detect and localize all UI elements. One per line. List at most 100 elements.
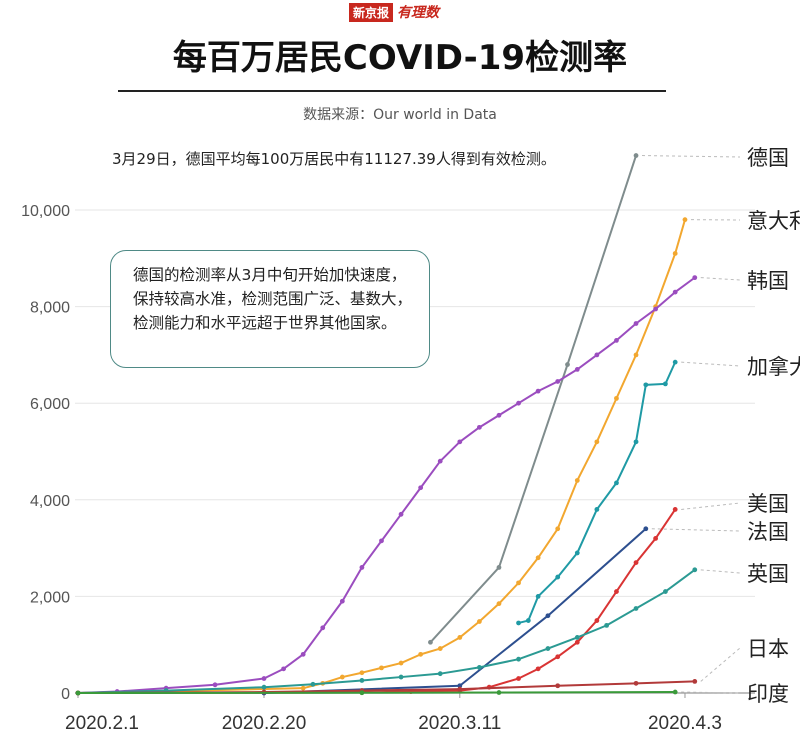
data-point-india xyxy=(75,690,81,696)
series-line-uk xyxy=(77,569,696,694)
data-point-france xyxy=(643,526,649,532)
data-point-italy xyxy=(457,635,463,640)
data-point-japan xyxy=(555,683,561,689)
data-point-germany xyxy=(496,565,502,570)
data-point-korea xyxy=(320,625,326,631)
data-point-usa xyxy=(574,639,580,645)
data-point-canada xyxy=(663,381,668,387)
data-point-korea xyxy=(457,439,463,445)
data-point-canada xyxy=(643,382,649,388)
data-point-italy xyxy=(496,601,502,607)
data-point-korea xyxy=(437,458,443,464)
leader-line xyxy=(700,277,741,281)
series-line-india xyxy=(77,691,676,694)
data-point-korea xyxy=(692,275,698,281)
data-point-uk xyxy=(398,674,404,680)
leader-line xyxy=(700,647,741,682)
data-point-uk xyxy=(516,656,521,662)
data-point-india xyxy=(359,690,365,696)
data-point-italy xyxy=(300,685,306,691)
germany-annotation: 3月29日，德国平均每100万居民中有11127.39人得到有效检测。 xyxy=(112,150,556,168)
series-line-canada xyxy=(518,361,677,624)
data-point-india xyxy=(672,689,678,695)
data-point-italy xyxy=(398,660,404,666)
data-point-uk xyxy=(359,678,365,683)
leader-line xyxy=(642,155,741,158)
series-line-france xyxy=(263,528,647,694)
series-label-uk: 英国 xyxy=(747,562,789,586)
leader-line xyxy=(681,502,741,510)
x-tick-label: 2020.2.1 xyxy=(65,713,139,734)
data-point-korea xyxy=(398,511,404,517)
data-point-usa xyxy=(594,618,600,623)
x-tick-label: 2020.4.3 xyxy=(648,713,722,734)
brand-column: 有理数 xyxy=(397,5,440,21)
data-point-usa xyxy=(535,666,541,672)
data-point-usa xyxy=(672,507,678,512)
data-point-usa xyxy=(614,589,619,594)
data-point-korea xyxy=(614,338,619,343)
series-label-germany: 德国 xyxy=(747,146,789,170)
y-tick-label: 4,000 xyxy=(30,493,70,510)
leader-line xyxy=(700,569,741,574)
series-label-usa: 美国 xyxy=(747,492,789,516)
data-point-italy xyxy=(574,478,580,483)
data-point-korea xyxy=(574,366,580,372)
data-point-japan xyxy=(457,686,463,692)
y-tick-label: 8,000 xyxy=(30,300,70,317)
x-tick-label: 2020.3.11 xyxy=(418,713,501,734)
series-label-japan: 日本 xyxy=(747,637,789,661)
data-point-uk xyxy=(437,671,443,677)
data-point-germany xyxy=(565,362,570,367)
data-point-france xyxy=(545,613,551,619)
data-point-italy xyxy=(633,352,639,358)
series-label-india: 印度 xyxy=(747,682,789,706)
data-point-korea xyxy=(418,485,424,491)
series-label-canada: 加拿大 xyxy=(747,355,800,379)
page-title: 每百万居民COVID-19检测率 xyxy=(172,38,628,78)
series-line-italy xyxy=(77,219,686,694)
data-point-france xyxy=(457,683,463,689)
data-point-korea xyxy=(555,379,561,384)
data-point-uk xyxy=(310,681,316,687)
data-point-korea xyxy=(300,651,306,657)
leader-line xyxy=(681,691,741,694)
data-point-canada xyxy=(614,480,619,486)
x-tick-label: 2020.2.20 xyxy=(222,713,307,734)
data-point-canada xyxy=(633,439,639,445)
data-point-korea xyxy=(653,306,659,312)
data-point-italy xyxy=(379,665,384,671)
data-point-canada xyxy=(555,574,561,580)
data-point-korea xyxy=(359,565,365,570)
data-point-italy xyxy=(516,580,521,586)
data-point-uk xyxy=(663,589,668,594)
data-point-uk xyxy=(545,646,551,651)
data-point-italy xyxy=(672,251,678,256)
series-line-usa xyxy=(77,508,677,694)
data-point-korea xyxy=(496,412,502,418)
data-point-uk xyxy=(574,635,580,640)
data-point-italy xyxy=(418,651,424,657)
data-point-italy xyxy=(359,670,365,676)
data-point-canada xyxy=(516,620,521,626)
data-point-korea xyxy=(281,666,286,672)
title-divider xyxy=(118,90,666,92)
data-point-italy xyxy=(614,395,619,401)
leader-line xyxy=(651,528,741,532)
data-point-canada xyxy=(574,550,580,556)
data-point-italy xyxy=(682,217,688,223)
data-point-usa xyxy=(555,654,561,660)
series-label-italy: 意大利 xyxy=(747,209,800,233)
brand-logo: 新京报 有理数 xyxy=(349,2,439,22)
data-point-korea xyxy=(212,682,218,688)
callout-box: 德国的检测率从3月中旬开始加快速度，保持较高水准，检测范围广泛、基数大，检测能力… xyxy=(110,250,430,368)
data-point-italy xyxy=(555,526,561,532)
data-point-uk xyxy=(476,665,482,670)
series-line-germany xyxy=(429,155,637,643)
data-point-korea xyxy=(339,598,345,604)
series-label-france: 法国 xyxy=(747,520,789,544)
y-tick-label: 6,000 xyxy=(30,396,70,413)
brand-paper: 新京报 xyxy=(349,2,394,22)
data-source: 数据来源：Our world in Data xyxy=(303,107,497,123)
